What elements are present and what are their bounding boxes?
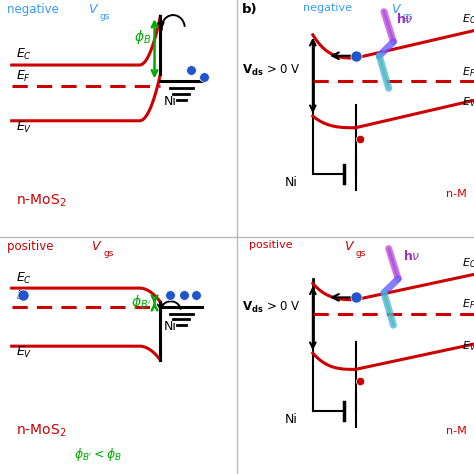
Text: $\phi_{B'} < \phi_B$: $\phi_{B'} < \phi_B$	[74, 446, 123, 463]
Text: $E_C$: $E_C$	[462, 255, 474, 270]
Text: $\bf{V_{ds}}$ > 0 V: $\bf{V_{ds}}$ > 0 V	[242, 64, 301, 78]
Text: h$\nu$: h$\nu$	[403, 248, 420, 263]
Text: n-M: n-M	[446, 427, 466, 437]
Text: negative: negative	[7, 3, 63, 17]
Text: negative: negative	[303, 3, 356, 13]
Text: n-MoS$_2$: n-MoS$_2$	[16, 422, 67, 439]
Text: $E_V$: $E_V$	[462, 95, 474, 109]
Text: $V$: $V$	[391, 3, 402, 17]
Text: h$\nu$: h$\nu$	[396, 12, 413, 26]
Text: $E_F$: $E_F$	[16, 69, 31, 83]
Text: $E_C$: $E_C$	[16, 271, 32, 286]
Text: Ni: Ni	[164, 94, 177, 108]
Text: $\bf{V_{ds}}$ > 0 V: $\bf{V_{ds}}$ > 0 V	[242, 301, 301, 315]
Text: Ni: Ni	[164, 320, 177, 333]
Text: $\phi_{B'}$: $\phi_{B'}$	[131, 293, 151, 311]
Text: positive: positive	[249, 240, 296, 250]
Text: $E_F$: $E_F$	[462, 298, 474, 311]
Text: $E_C$: $E_C$	[16, 46, 32, 62]
Text: $V$: $V$	[91, 240, 102, 254]
Text: $E_F$: $E_F$	[462, 65, 474, 79]
Text: $E_V$: $E_V$	[16, 119, 33, 135]
Text: gs: gs	[356, 248, 366, 257]
Text: Ni: Ni	[284, 176, 297, 189]
Text: n-MoS$_2$: n-MoS$_2$	[16, 192, 67, 209]
Text: $E_F$: $E_F$	[16, 289, 31, 304]
Text: $\phi_B$: $\phi_B$	[134, 28, 151, 46]
Text: gs: gs	[103, 248, 114, 257]
Text: $V$: $V$	[344, 240, 355, 254]
Text: Ni: Ni	[284, 413, 297, 426]
Text: b): b)	[242, 3, 257, 17]
Text: $E_C$: $E_C$	[462, 12, 474, 26]
Text: $E_V$: $E_V$	[462, 339, 474, 353]
Text: $V$: $V$	[88, 3, 100, 17]
Text: positive: positive	[7, 240, 57, 254]
Text: $E_V$: $E_V$	[16, 345, 33, 360]
Text: gs: gs	[403, 12, 413, 20]
Text: gs: gs	[100, 12, 110, 20]
Text: n-M: n-M	[446, 190, 466, 200]
